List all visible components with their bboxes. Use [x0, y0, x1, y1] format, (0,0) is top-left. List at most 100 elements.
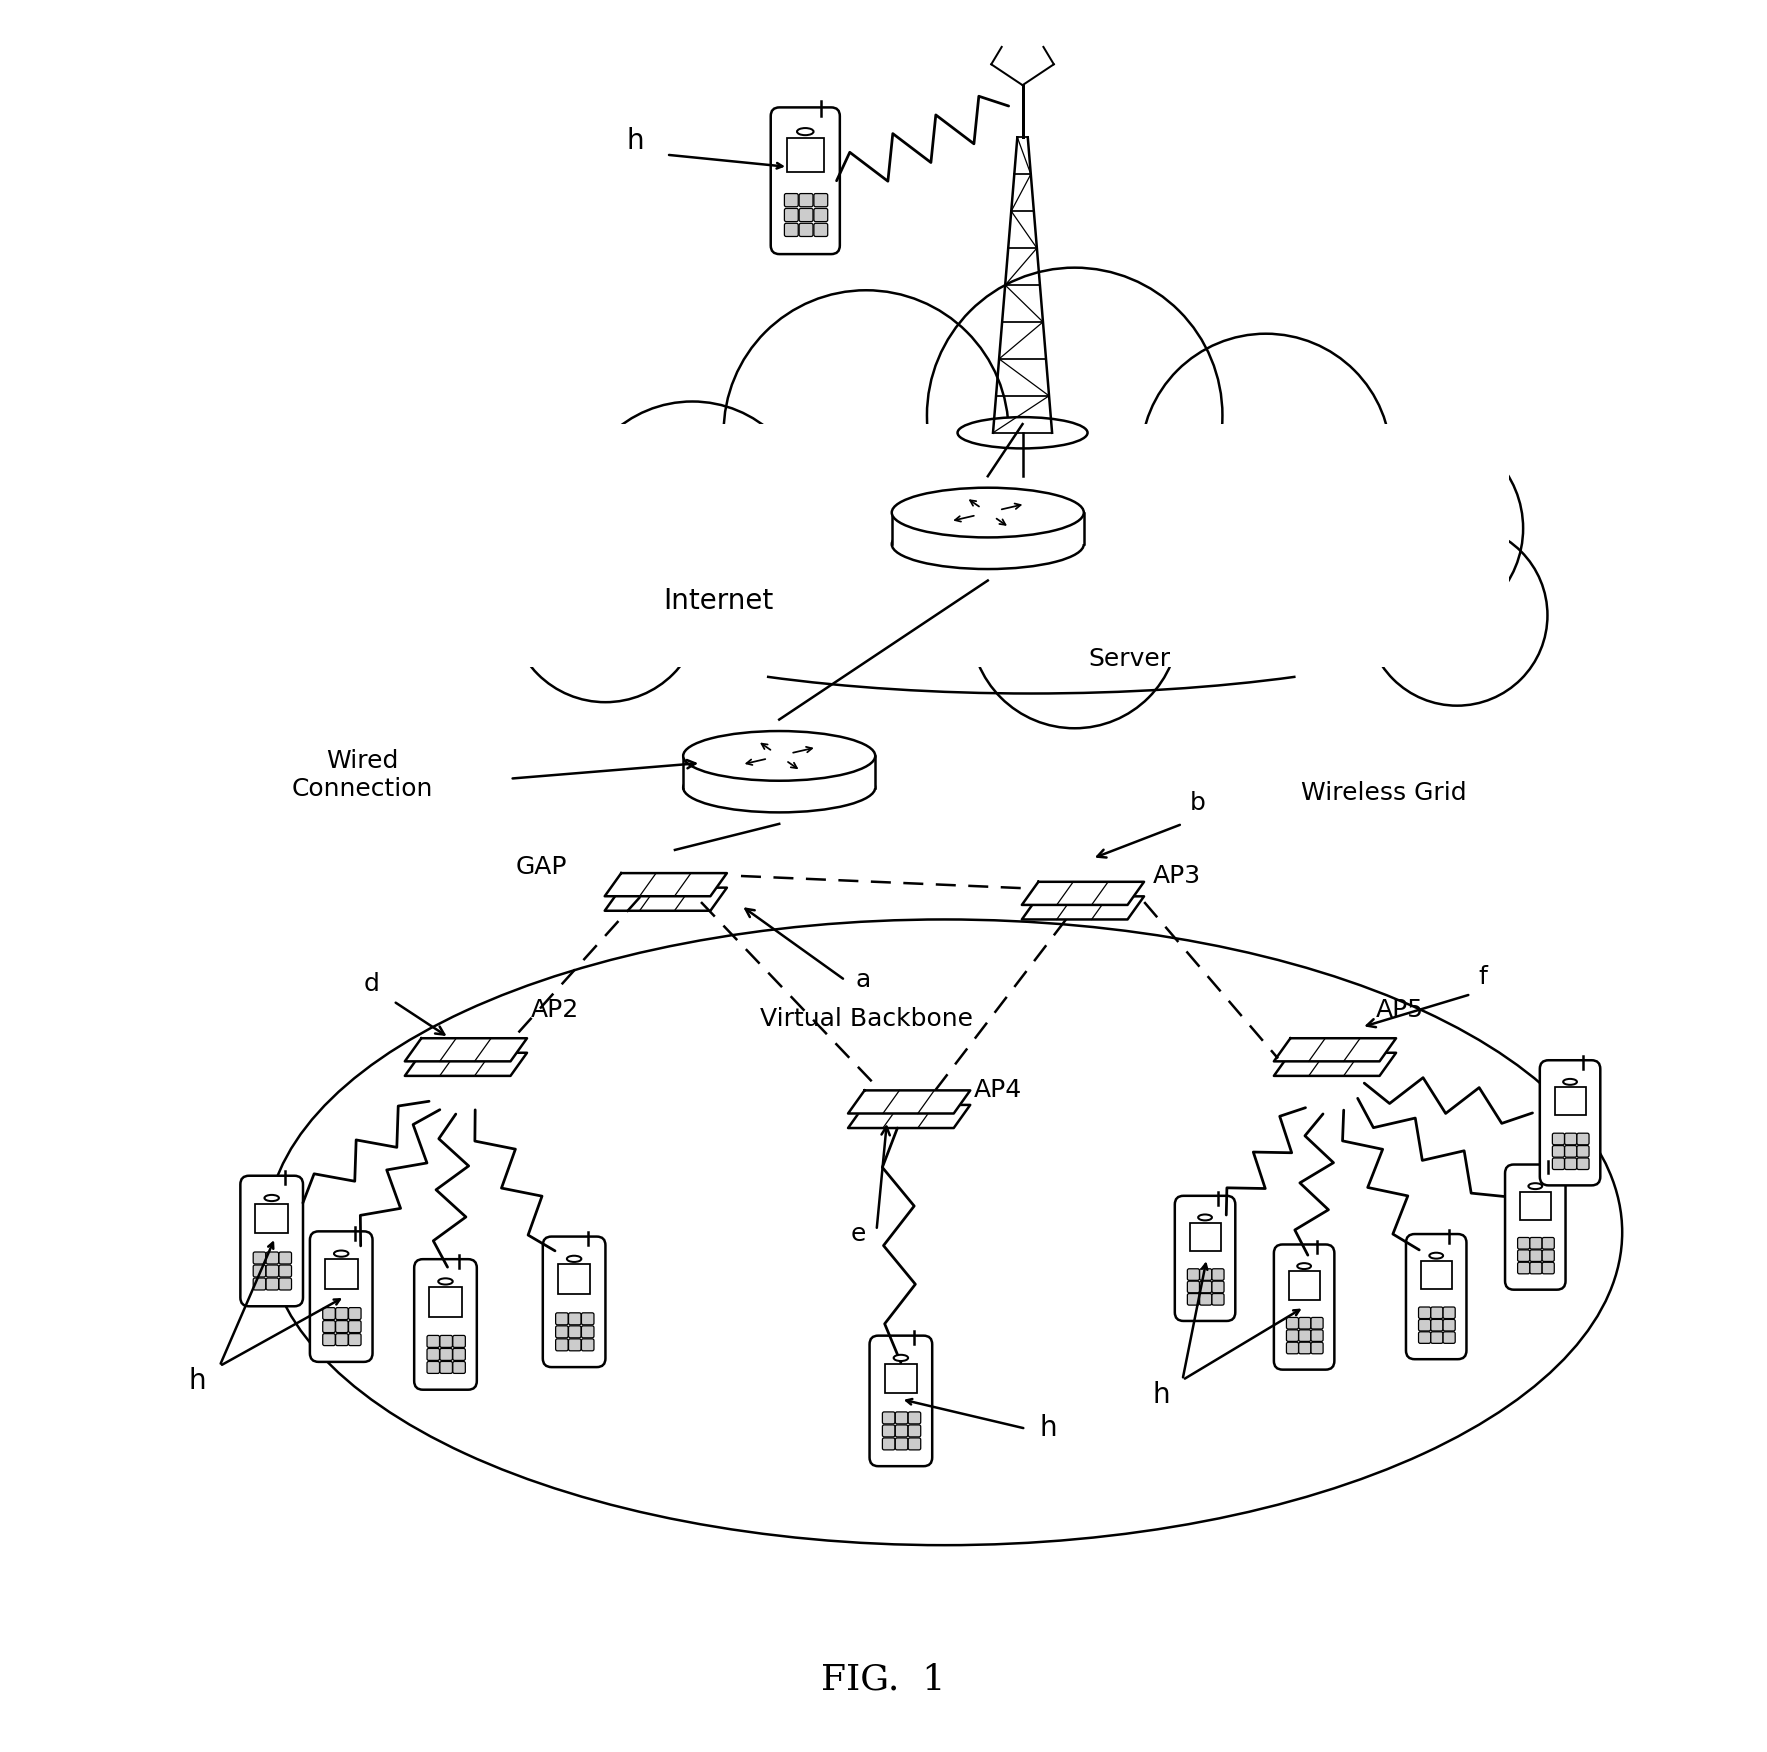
FancyBboxPatch shape [1212, 1293, 1225, 1305]
Text: h: h [1041, 1414, 1058, 1442]
FancyBboxPatch shape [1419, 1307, 1431, 1319]
Ellipse shape [892, 519, 1083, 569]
FancyBboxPatch shape [1419, 1332, 1431, 1344]
Ellipse shape [684, 731, 875, 781]
FancyBboxPatch shape [908, 1424, 921, 1437]
Ellipse shape [267, 920, 1622, 1545]
FancyBboxPatch shape [348, 1307, 360, 1319]
Ellipse shape [265, 1195, 279, 1202]
FancyBboxPatch shape [1175, 1197, 1235, 1321]
Text: Internet: Internet [663, 587, 774, 615]
FancyBboxPatch shape [1518, 1249, 1530, 1261]
FancyBboxPatch shape [569, 1312, 581, 1325]
Ellipse shape [958, 417, 1087, 449]
FancyBboxPatch shape [1564, 1146, 1576, 1156]
Circle shape [928, 268, 1223, 562]
FancyBboxPatch shape [1311, 1318, 1323, 1330]
Circle shape [1322, 427, 1523, 629]
FancyBboxPatch shape [785, 193, 799, 207]
FancyBboxPatch shape [348, 1333, 360, 1346]
FancyBboxPatch shape [581, 1326, 594, 1339]
Text: Wireless Grid: Wireless Grid [1301, 781, 1467, 804]
Ellipse shape [892, 487, 1083, 538]
Polygon shape [1021, 881, 1143, 906]
Ellipse shape [1198, 1214, 1212, 1221]
FancyBboxPatch shape [569, 1339, 581, 1351]
FancyBboxPatch shape [279, 1277, 292, 1289]
FancyBboxPatch shape [1286, 1330, 1299, 1342]
FancyBboxPatch shape [1431, 1332, 1444, 1344]
Text: d: d [364, 972, 380, 995]
FancyBboxPatch shape [1530, 1261, 1543, 1274]
Circle shape [1366, 526, 1548, 706]
FancyBboxPatch shape [336, 1307, 348, 1319]
FancyBboxPatch shape [581, 1339, 594, 1351]
FancyBboxPatch shape [1564, 1134, 1576, 1144]
FancyBboxPatch shape [799, 223, 813, 237]
Text: AP3: AP3 [1152, 864, 1202, 888]
FancyBboxPatch shape [309, 1232, 373, 1361]
FancyBboxPatch shape [1200, 1281, 1212, 1293]
FancyBboxPatch shape [323, 1307, 336, 1319]
FancyBboxPatch shape [1564, 1158, 1576, 1170]
Bar [1189, 1223, 1221, 1251]
FancyBboxPatch shape [1505, 1165, 1566, 1289]
FancyBboxPatch shape [253, 1277, 265, 1289]
Polygon shape [604, 872, 726, 897]
FancyBboxPatch shape [1530, 1249, 1543, 1261]
Ellipse shape [1430, 1253, 1444, 1258]
FancyBboxPatch shape [1212, 1268, 1225, 1281]
Text: AP2: AP2 [530, 999, 580, 1021]
Bar [558, 1265, 590, 1295]
Text: h: h [626, 128, 643, 156]
Circle shape [511, 512, 701, 703]
FancyBboxPatch shape [1553, 1146, 1564, 1156]
Circle shape [724, 291, 1009, 575]
FancyBboxPatch shape [336, 1321, 348, 1333]
FancyBboxPatch shape [452, 1335, 465, 1347]
FancyBboxPatch shape [1553, 1134, 1564, 1144]
Polygon shape [1274, 1039, 1396, 1062]
Ellipse shape [684, 762, 875, 813]
FancyBboxPatch shape [1518, 1237, 1530, 1249]
FancyBboxPatch shape [440, 1335, 452, 1347]
FancyBboxPatch shape [1286, 1342, 1299, 1354]
FancyBboxPatch shape [1200, 1293, 1212, 1305]
Polygon shape [405, 1039, 527, 1062]
FancyBboxPatch shape [815, 223, 827, 237]
Bar [256, 1204, 288, 1233]
FancyBboxPatch shape [253, 1265, 265, 1277]
Polygon shape [604, 888, 726, 911]
Text: AP5: AP5 [1375, 999, 1424, 1021]
FancyBboxPatch shape [1274, 1244, 1334, 1370]
Bar [1421, 1261, 1452, 1289]
Bar [892, 513, 1083, 545]
FancyBboxPatch shape [428, 1361, 440, 1374]
FancyBboxPatch shape [1431, 1319, 1444, 1332]
Bar [1520, 1191, 1551, 1219]
FancyBboxPatch shape [555, 1326, 569, 1339]
Polygon shape [405, 1053, 527, 1076]
FancyBboxPatch shape [1212, 1281, 1225, 1293]
FancyBboxPatch shape [542, 1237, 606, 1367]
FancyBboxPatch shape [452, 1361, 465, 1374]
FancyBboxPatch shape [1444, 1307, 1456, 1319]
Text: h: h [1152, 1381, 1170, 1409]
Ellipse shape [797, 128, 813, 135]
Text: FIG.  1: FIG. 1 [822, 1663, 945, 1696]
FancyBboxPatch shape [323, 1333, 336, 1346]
FancyBboxPatch shape [440, 1361, 452, 1374]
Ellipse shape [567, 1256, 581, 1261]
FancyBboxPatch shape [1543, 1249, 1555, 1261]
FancyBboxPatch shape [1576, 1146, 1589, 1156]
FancyBboxPatch shape [1543, 1261, 1555, 1274]
Bar [786, 138, 823, 172]
FancyBboxPatch shape [1543, 1237, 1555, 1249]
FancyBboxPatch shape [1419, 1319, 1431, 1332]
Bar [429, 1288, 461, 1316]
Ellipse shape [1564, 1079, 1576, 1084]
FancyBboxPatch shape [581, 1312, 594, 1325]
FancyBboxPatch shape [799, 208, 813, 221]
FancyBboxPatch shape [413, 1260, 477, 1389]
Text: Virtual Backbone: Virtual Backbone [760, 1007, 972, 1030]
